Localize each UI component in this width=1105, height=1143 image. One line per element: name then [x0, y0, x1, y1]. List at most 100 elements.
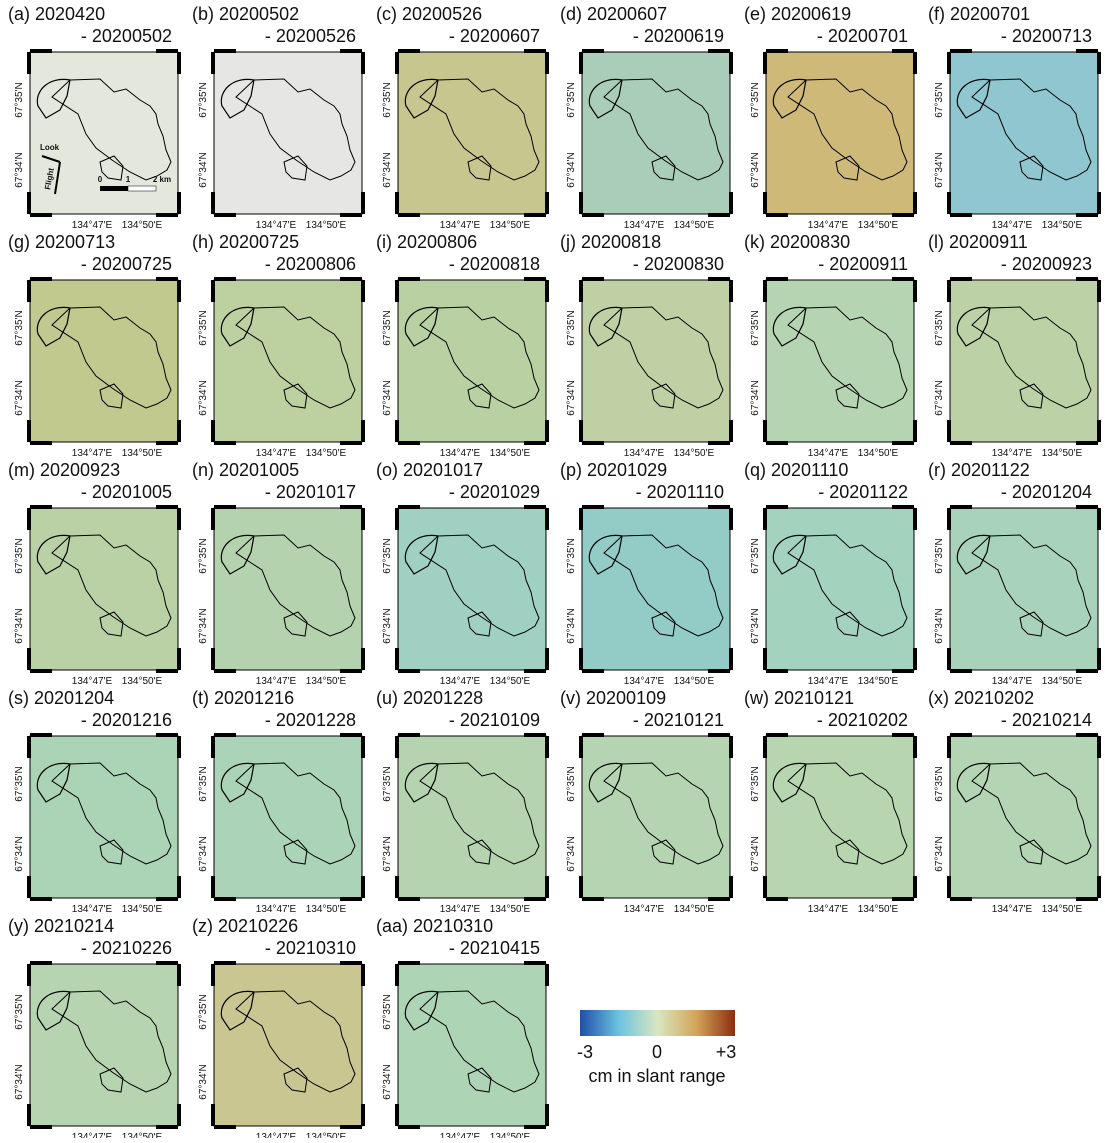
frame-bar: [1076, 49, 1098, 53]
panel-title: (l) 20200911: [928, 232, 1028, 252]
lon-label: 134°47'E: [808, 448, 849, 459]
lat-label: 67°34'N: [382, 836, 393, 871]
frame-bar: [950, 441, 972, 445]
map-fill: [398, 52, 546, 214]
frame-bar: [30, 1125, 52, 1129]
frame-bar: [1076, 733, 1098, 737]
panel-date-start: 20200701: [950, 4, 1030, 24]
lat-label: 67°35'N: [934, 538, 945, 573]
frame-bar: [398, 897, 420, 901]
lat-label: 67°35'N: [566, 766, 577, 801]
panel-date-end: - 20200713: [1001, 26, 1092, 46]
map: [947, 505, 1101, 673]
map-fill: [398, 736, 546, 898]
frame-bar: [398, 733, 420, 737]
map: [763, 505, 917, 673]
frame-bar: [156, 505, 178, 509]
panel-title: (h) 20200725: [192, 232, 299, 252]
panel: (y) 20210214- 2021022667°35'N67°34'N134°…: [8, 916, 181, 1138]
frame-bar: [156, 1125, 178, 1129]
panel-date-end: - 20201228: [265, 710, 356, 730]
panel: (x) 20210202- 2021021467°35'N67°34'N134°…: [928, 688, 1101, 915]
frame-bar: [156, 441, 178, 445]
panel-date-start: 20210214: [34, 916, 114, 936]
panel-label: (c): [376, 4, 397, 24]
map-fill: [582, 52, 730, 214]
frame-bar: [361, 192, 365, 214]
lat-label: 67°34'N: [566, 608, 577, 643]
lat-label: 67°34'N: [934, 836, 945, 871]
lat-label: 67°34'N: [14, 380, 25, 415]
frame-bar: [545, 280, 549, 302]
panel-date-end: - 20200607: [449, 26, 540, 46]
lat-label: 67°35'N: [198, 994, 209, 1029]
panel-date-start: 20201216: [214, 688, 294, 708]
frame-bar: [395, 964, 399, 986]
frame-bar: [1076, 441, 1098, 445]
frame-bar: [395, 736, 399, 758]
frame-bar: [395, 1104, 399, 1126]
lon-label: 134°50'E: [858, 904, 899, 915]
lat-label: 67°34'N: [566, 152, 577, 187]
frame-bar: [27, 648, 31, 670]
panel: (a) 2020420- 20200502LookFlight012 km67°…: [8, 4, 181, 231]
frame-bar: [214, 1125, 236, 1129]
frame-bar: [729, 648, 733, 670]
lon-label: 134°47'E: [72, 448, 113, 459]
lon-label: 134°50'E: [1042, 448, 1083, 459]
frame-bar: [892, 277, 914, 281]
frame-bar: [27, 280, 31, 302]
frame-bar: [950, 897, 972, 901]
lat-label: 67°34'N: [14, 836, 25, 871]
panel: (m) 20200923- 2020100567°35'N67°34'N134°…: [8, 460, 181, 687]
map: [579, 277, 733, 445]
panel-title: (e) 20200619: [744, 4, 851, 24]
frame-bar: [579, 876, 583, 898]
panel: (d) 20200607- 2020061967°35'N67°34'N134°…: [560, 4, 733, 231]
frame-bar: [1097, 876, 1101, 898]
frame-bar: [766, 669, 788, 673]
lon-label: 134°50'E: [858, 220, 899, 231]
panel-label: (d): [560, 4, 582, 24]
frame-bar: [892, 669, 914, 673]
panel: (l) 20200911- 2020092367°35'N67°34'N134°…: [928, 232, 1101, 459]
frame-bar: [361, 280, 365, 302]
panel-label: (m): [8, 460, 35, 480]
frame-bar: [211, 1104, 215, 1126]
panel-title: (r) 20201122: [928, 460, 1030, 480]
frame-bar: [947, 280, 951, 302]
panel: (n) 20201005- 2020101767°35'N67°34'N134°…: [192, 460, 365, 687]
map: [947, 49, 1101, 217]
frame-bar: [579, 420, 583, 442]
frame-bar: [729, 508, 733, 530]
scale-label: 1: [126, 175, 131, 184]
frame-bar: [361, 420, 365, 442]
panel-label: (h): [192, 232, 214, 252]
frame-bar: [892, 897, 914, 901]
frame-bar: [524, 1125, 546, 1129]
frame-bar: [545, 964, 549, 986]
panel: (e) 20200619- 2020070167°35'N67°34'N134°…: [744, 4, 917, 231]
lat-label: 67°35'N: [14, 310, 25, 345]
panel-label: (k): [744, 232, 765, 252]
frame-bar: [766, 213, 788, 217]
frame-bar: [156, 49, 178, 53]
frame-bar: [211, 876, 215, 898]
lat-label: 67°35'N: [382, 310, 393, 345]
frame-bar: [30, 277, 52, 281]
frame-bar: [892, 441, 914, 445]
map-fill: [766, 736, 914, 898]
map-fill: [214, 964, 362, 1126]
lat-label: 67°34'N: [934, 152, 945, 187]
frame-bar: [950, 505, 972, 509]
frame-bar: [30, 669, 52, 673]
panel-date-end: - 20210202: [817, 710, 908, 730]
lon-label: 134°50'E: [490, 676, 531, 687]
panel: (k) 20200830- 2020091167°35'N67°34'N134°…: [744, 232, 917, 459]
map: [579, 505, 733, 673]
panel-label: (o): [376, 460, 398, 480]
lon-label: 134°47'E: [992, 676, 1033, 687]
frame-bar: [214, 441, 236, 445]
lat-label: 67°35'N: [382, 766, 393, 801]
lon-label: 134°50'E: [122, 448, 163, 459]
